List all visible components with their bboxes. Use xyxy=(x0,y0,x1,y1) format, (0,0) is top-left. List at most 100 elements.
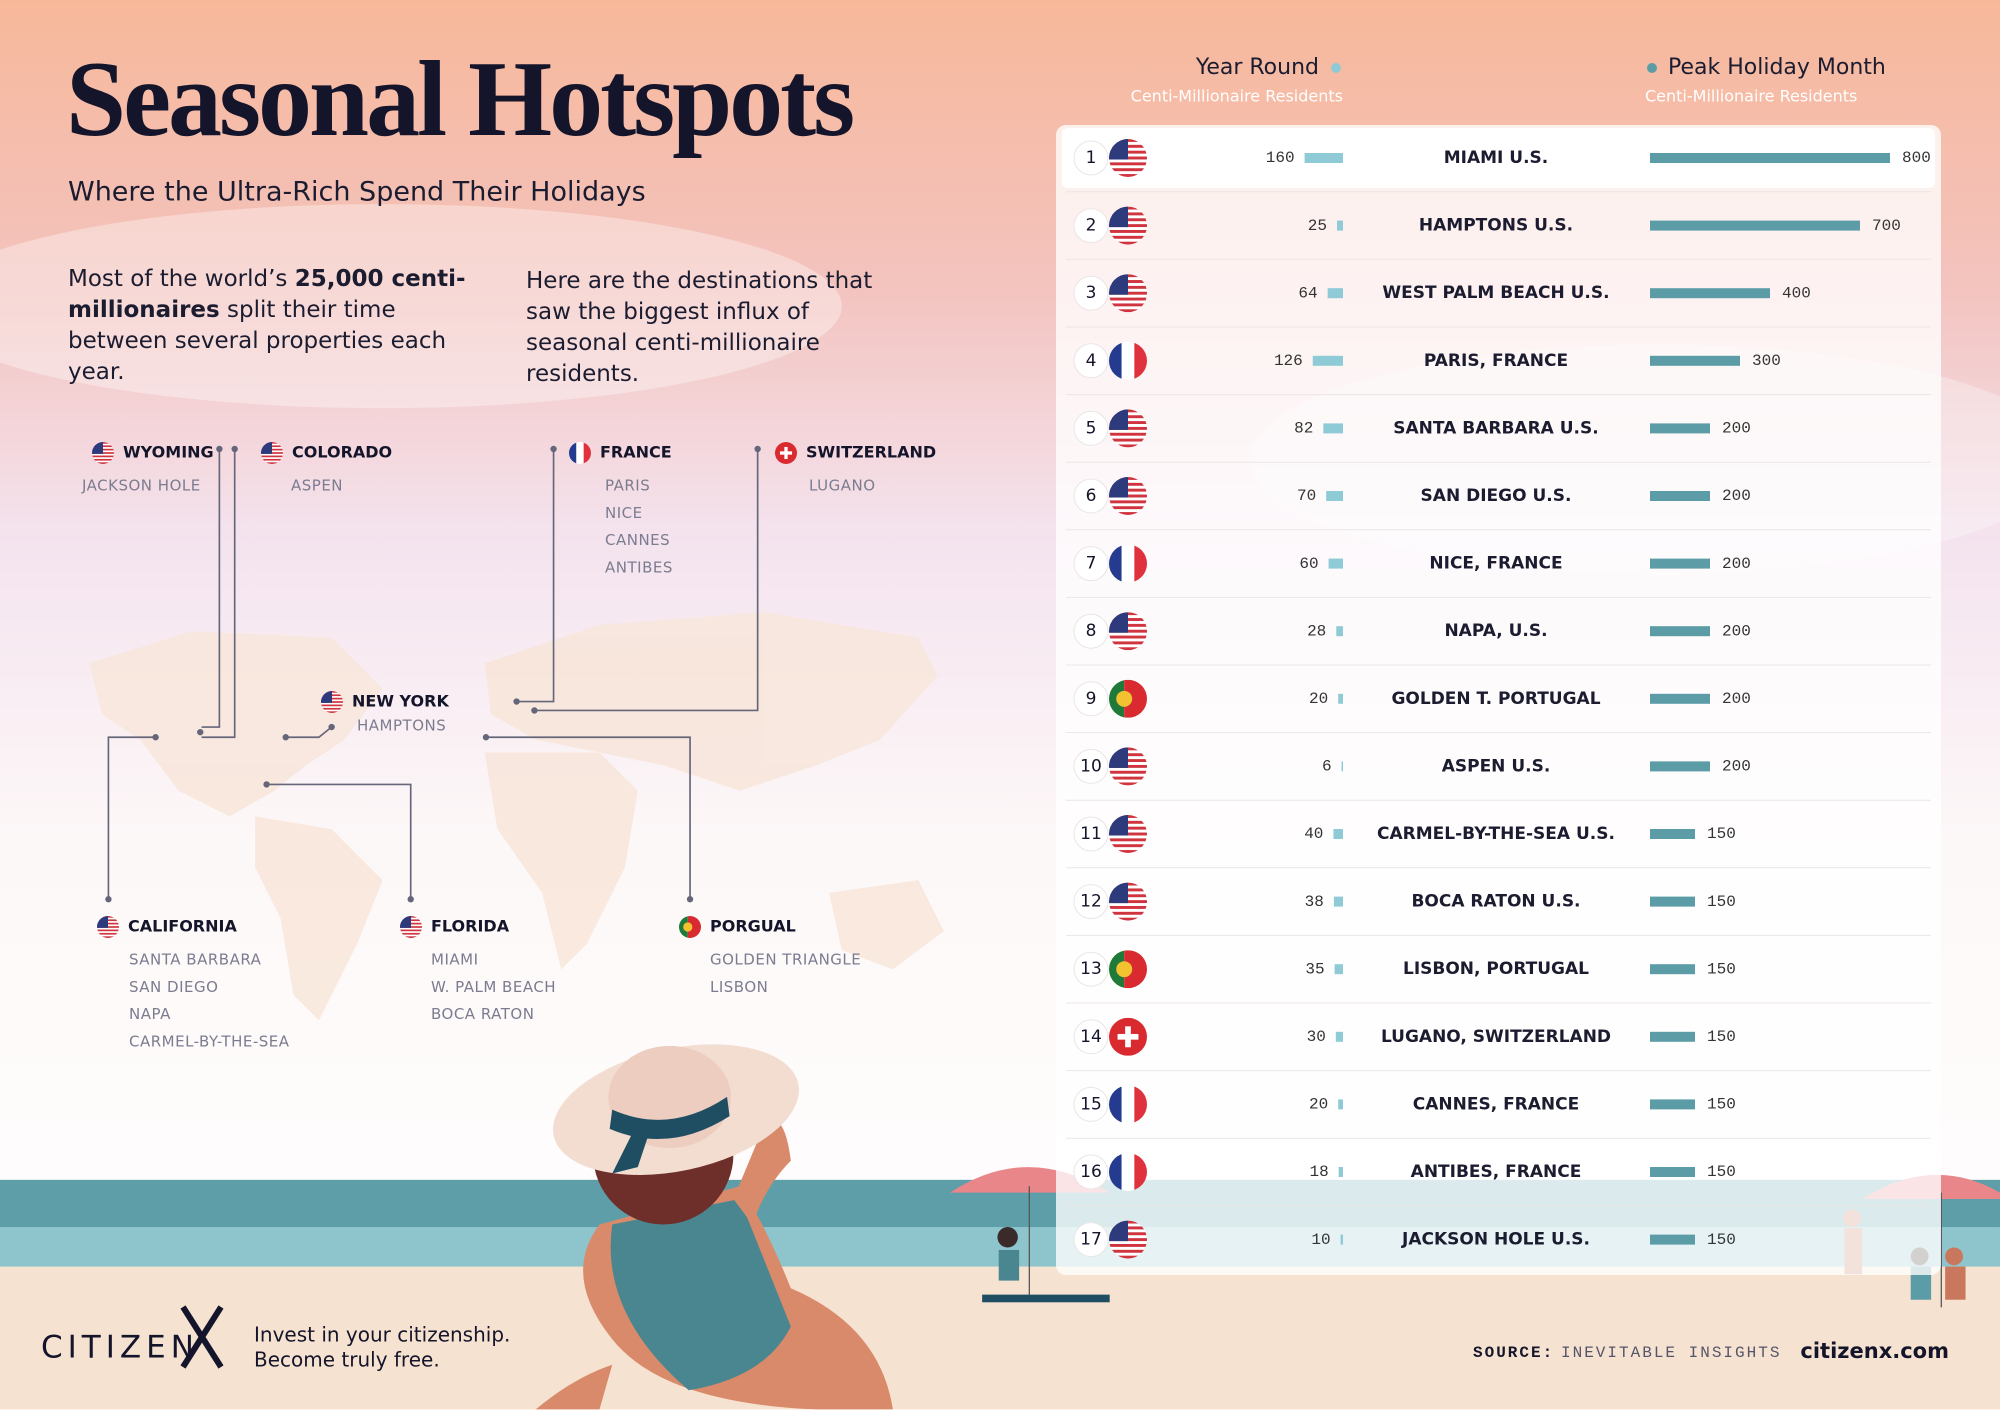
year-round-bar xyxy=(1338,1167,1343,1177)
flag-canton xyxy=(321,691,332,703)
peak-value: 200 xyxy=(1722,758,1751,776)
city: LISBON, PORTUGAL xyxy=(1403,959,1589,979)
peak-value: 150 xyxy=(1707,825,1736,843)
peak-bar xyxy=(1650,288,1770,299)
city: SANTA BARBARA U.S. xyxy=(1393,418,1598,438)
year-round-value: 20 xyxy=(1309,690,1328,708)
flag-canton xyxy=(97,916,108,928)
year-round-bar xyxy=(1335,1031,1343,1042)
rank: 15 xyxy=(1080,1094,1102,1114)
flag-band xyxy=(1124,679,1147,718)
flag xyxy=(1109,1017,1147,1056)
flag xyxy=(679,916,701,938)
flag-band xyxy=(1121,1153,1135,1191)
year-round-bar xyxy=(1323,423,1343,434)
flag-band xyxy=(1121,1085,1135,1124)
place-name: MIAMI xyxy=(431,951,479,969)
place-name: ANTIBES xyxy=(605,558,673,576)
peak-bar xyxy=(1650,423,1710,434)
peak-bar xyxy=(1650,829,1695,839)
column-subtitle: Centi-Millionaire Residents xyxy=(1645,87,1857,106)
peak-bar xyxy=(1650,1031,1695,1042)
connectors xyxy=(107,448,759,900)
flag-stripe xyxy=(1109,432,1147,436)
place-name: CARMEL-BY-THE-SEA xyxy=(129,1032,290,1050)
flag xyxy=(261,442,283,464)
flag xyxy=(1109,612,1147,651)
year-round-value: 126 xyxy=(1274,352,1303,370)
place-name: GOLDEN TRIANGLE xyxy=(710,951,861,969)
rank-badge xyxy=(1073,816,1109,852)
flag-band xyxy=(1134,544,1147,583)
flag-stripe xyxy=(1109,297,1147,301)
rank: 4 xyxy=(1086,351,1097,371)
flag-stripe xyxy=(321,711,343,713)
rank: 5 xyxy=(1086,418,1097,438)
flag xyxy=(1109,1085,1147,1124)
peak-value: 200 xyxy=(1722,555,1751,573)
flag xyxy=(1109,274,1147,313)
peak-value: 150 xyxy=(1707,960,1736,978)
flag-band xyxy=(583,442,591,464)
flag-band xyxy=(1109,341,1122,380)
peak-bar xyxy=(1650,1099,1695,1110)
url: citizenx.com xyxy=(1800,1339,1949,1363)
flag-stripe xyxy=(97,936,119,938)
rank: 7 xyxy=(1086,554,1097,574)
flag-stripe xyxy=(1109,635,1147,639)
rank-badge xyxy=(1073,884,1109,920)
peak-bar xyxy=(1650,153,1890,163)
peak-value: 200 xyxy=(1722,622,1751,640)
region-name: FLORIDA xyxy=(431,917,510,936)
rank: 2 xyxy=(1086,216,1097,236)
flag-stripe xyxy=(1109,506,1147,510)
flag-stripe xyxy=(92,462,114,464)
rank-badge xyxy=(1073,951,1109,987)
flag-emblem xyxy=(1116,690,1133,707)
rank-badge xyxy=(1073,1019,1109,1055)
brand: CITIZEN xyxy=(41,1330,199,1366)
peak-bar xyxy=(1650,220,1860,231)
city: ASPEN U.S. xyxy=(1442,756,1551,776)
column-title: Year Round xyxy=(1195,55,1319,80)
place-name: W. PALM BEACH xyxy=(431,978,556,996)
rank: 11 xyxy=(1080,824,1102,844)
year-round-bar xyxy=(1340,1234,1343,1245)
flag-stripe xyxy=(1109,850,1147,853)
peak-value: 400 xyxy=(1782,284,1811,302)
year-round-bar xyxy=(1327,288,1343,299)
peak-bar xyxy=(1650,626,1710,637)
rank: 17 xyxy=(1080,1230,1102,1250)
flag xyxy=(775,442,797,464)
flag-band xyxy=(1124,950,1147,989)
year-round-value: 82 xyxy=(1294,420,1313,438)
flag-stripe xyxy=(1109,512,1147,515)
intro-right: Here are the destinations that saw the b… xyxy=(526,268,873,387)
table-panel xyxy=(1056,125,1941,1275)
flag-stripe xyxy=(1109,162,1147,166)
year-round-value: 20 xyxy=(1309,1096,1328,1114)
rank-badge xyxy=(1073,1154,1109,1190)
flag-stripe xyxy=(1109,917,1147,921)
flag xyxy=(1109,815,1147,853)
rank-badge xyxy=(1073,275,1109,311)
flag-stripe xyxy=(1109,241,1147,245)
year-round-value: 38 xyxy=(1305,893,1324,911)
flag-stripe xyxy=(1109,911,1147,915)
region-name: WYOMING xyxy=(123,443,214,462)
rank: 6 xyxy=(1086,486,1097,506)
peak-value: 150 xyxy=(1707,1096,1736,1114)
intro-text: Most of the world’s xyxy=(68,266,295,292)
rank-badge xyxy=(1073,1086,1109,1122)
column-title: Peak Holiday Month xyxy=(1668,55,1886,80)
place-name: LUGANO xyxy=(809,477,876,495)
flag xyxy=(97,916,119,938)
peak-value: 200 xyxy=(1722,487,1751,505)
flag-stripe xyxy=(97,929,119,932)
year-round-bar xyxy=(1338,1099,1343,1110)
place-name: PARIS xyxy=(605,477,650,495)
year-round-bar xyxy=(1333,896,1343,907)
year-round-value: 10 xyxy=(1311,1231,1330,1249)
place-name: LISBON xyxy=(710,978,768,996)
flag-stripe xyxy=(97,932,119,935)
